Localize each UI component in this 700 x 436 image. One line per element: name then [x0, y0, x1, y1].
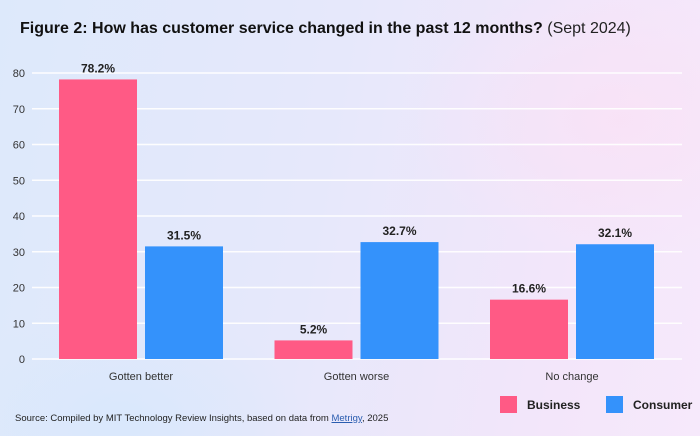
legend-swatch-consumer — [606, 396, 623, 413]
value-label: 78.2% — [81, 61, 115, 75]
y-tick-label: 20 — [13, 283, 25, 295]
y-tick-label: 10 — [13, 318, 25, 330]
legend-item-consumer: Consumer — [606, 396, 692, 413]
value-label: 5.2% — [300, 322, 328, 336]
chart-title-date: (Sept 2024) — [547, 20, 631, 37]
legend-label-business: Business — [527, 397, 581, 412]
y-tick-label: 60 — [13, 140, 25, 152]
source-note: Source: Compiled by MIT Technology Revie… — [15, 413, 388, 424]
legend-item-business: Business — [500, 396, 580, 413]
x-category-label: Gotten better — [109, 371, 174, 383]
bar-business-gotten-worse — [274, 340, 353, 359]
value-label: 31.5% — [167, 228, 201, 242]
y-tick-label: 50 — [13, 175, 25, 187]
value-labels: 78.2% 31.5% 5.2% 32.7% 16.6% 32.1% — [81, 61, 632, 336]
y-axis-ticks: 0 10 20 30 40 50 60 70 80 — [13, 68, 25, 366]
y-tick-label: 40 — [13, 211, 25, 223]
value-label: 32.1% — [598, 226, 632, 240]
y-tick-label: 70 — [13, 104, 25, 116]
source-suffix: , 2025 — [361, 413, 389, 424]
legend-swatch-business — [500, 396, 517, 413]
bars — [59, 79, 654, 359]
bar-consumer-gotten-better — [145, 246, 223, 359]
bar-business-gotten-better — [59, 79, 137, 359]
y-tick-label: 0 — [19, 354, 25, 366]
value-label: 16.6% — [512, 282, 546, 296]
bar-consumer-no-change — [576, 244, 654, 359]
value-label: 32.7% — [382, 224, 416, 238]
y-tick-label: 80 — [13, 68, 25, 80]
x-category-label: Gotten worse — [324, 371, 389, 383]
x-axis-categories: Gotten better Gotten worse No change — [109, 371, 599, 383]
gridlines — [32, 72, 682, 360]
bar-business-no-change — [490, 299, 568, 359]
chart-title: Figure 2: How has customer service chang… — [20, 20, 631, 38]
bar-consumer-gotten-worse — [360, 242, 439, 359]
source-link-metrigy[interactable]: Metrigy — [331, 413, 362, 424]
chart-title-main: Figure 2: How has customer service chang… — [20, 20, 543, 37]
y-tick-label: 30 — [13, 247, 25, 259]
legend-label-consumer: Consumer — [633, 397, 693, 412]
x-category-label: No change — [545, 371, 598, 383]
source-prefix: Source: Compiled by MIT Technology Revie… — [15, 413, 332, 424]
